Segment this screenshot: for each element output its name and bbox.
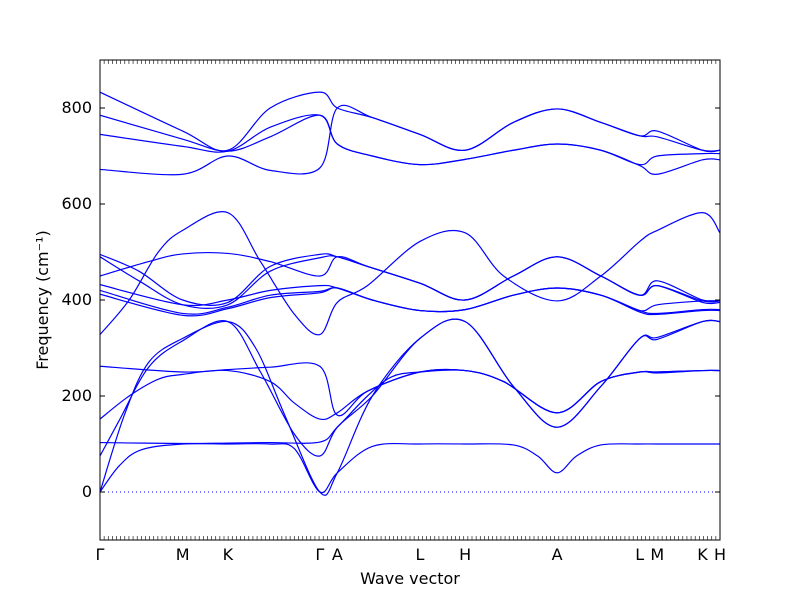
y-tick-label: 600: [61, 194, 92, 213]
x-axis-label: Wave vector: [360, 569, 460, 588]
kpoint-label: H: [459, 545, 471, 564]
band-line-4: [100, 369, 720, 445]
band-line-15: [100, 114, 720, 166]
band-line-10: [100, 255, 720, 309]
band-line-17: [100, 91, 720, 152]
band-line-13: [100, 287, 720, 317]
band-line-1: [100, 442, 720, 494]
kpoint-label: L: [635, 545, 644, 564]
kpoint-label: A: [332, 545, 343, 564]
y-tick-label: 400: [61, 290, 92, 309]
kpoint-label: K: [697, 545, 708, 564]
kpoint-label: M: [650, 545, 664, 564]
band-line-5: [100, 368, 720, 421]
y-tick-label: 200: [61, 386, 92, 405]
band-line-7: [100, 211, 720, 336]
y-tick-label: 0: [82, 482, 92, 501]
band-line-6: [100, 362, 720, 417]
kpoint-label: Γ: [315, 545, 324, 564]
kpoint-label: Γ: [96, 545, 105, 564]
kpoint-label: K: [223, 545, 234, 564]
kpoint-label: H: [714, 545, 726, 564]
kpoint-label: M: [176, 545, 190, 564]
band-line-3: [100, 318, 720, 457]
band-line-16: [100, 114, 720, 175]
band-line-12: [100, 287, 720, 315]
y-tick-label: 800: [61, 98, 92, 117]
y-axis-label: Frequency (cm⁻¹): [33, 230, 52, 369]
kpoint-label: A: [552, 545, 563, 564]
band-line-2: [100, 318, 720, 496]
kpoint-label: L: [416, 545, 425, 564]
band-line-8: [100, 252, 720, 305]
